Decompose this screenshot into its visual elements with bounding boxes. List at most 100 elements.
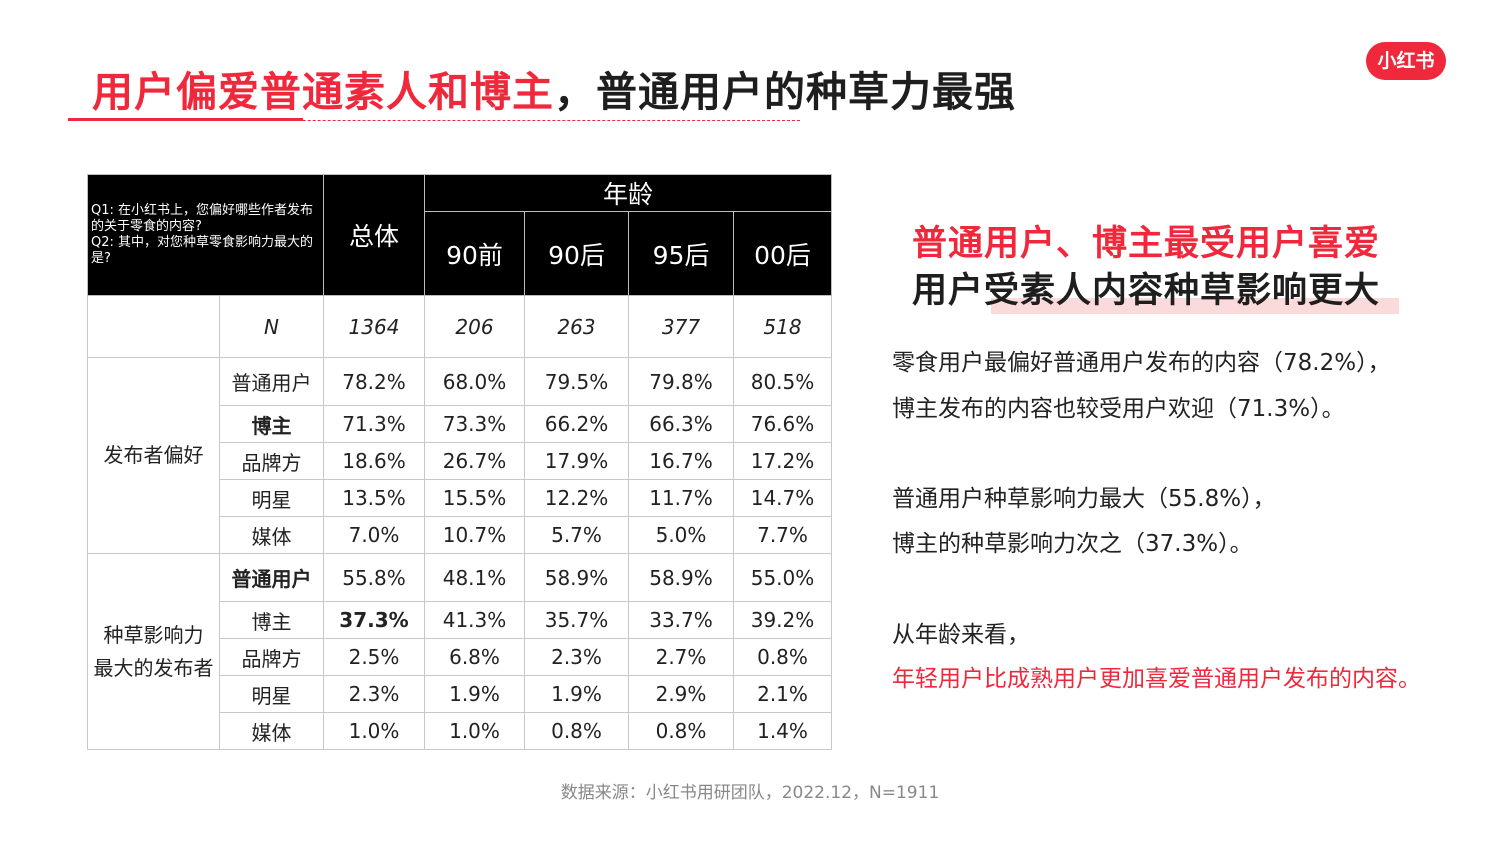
cell-value: 71.3% [323,405,425,443]
cell-value: 5.0% [628,516,734,554]
group-label: 种草影响力 最大的发布者 [87,553,220,750]
table-row: 媒体 1.0% 1.0% 0.8% 0.8% 1.4% [88,712,832,750]
age-col-header: 00后 [733,211,832,296]
page-title: 用户偏爱普通素人和博主，普通用户的种草力最强 [92,58,1016,118]
table-row: 发布者偏好 普通用户 78.2% 68.0% 79.5% 79.8% 80.5% [87,357,832,554]
cell-value: 1.0% [424,712,525,750]
row-label: 媒体 [219,516,324,554]
insight-text: 博主的种草影响力次之（37.3%）。 [892,531,1253,557]
age-header: 年龄 [424,174,832,212]
age-col-header: 95后 [628,211,734,296]
n-label: N [219,295,324,358]
cell-value: 79.5% [524,357,629,406]
n-value: 206 [424,295,525,358]
cell-value: 37.3% [323,601,425,639]
row-label: 品牌方 [219,442,324,480]
cell-value: 76.6% [733,405,832,443]
cell-value: 0.8% [628,712,734,750]
cell-value: 73.3% [424,405,525,443]
table-row: 种草影响力 最大的发布者 普通用户 55.8% 48.1% 58.9% 58.9%… [87,553,832,750]
question-cell: Q1: 在小红书上，您偏好哪些作者发布的关于零食的内容? Q2: 其中，对您种草零… [87,174,324,296]
cell-value: 17.2% [733,442,832,480]
cell-value: 16.7% [628,442,734,480]
cell-value: 79.8% [628,357,734,406]
cell-value: 2.3% [524,638,629,676]
cell-value: 68.0% [424,357,525,406]
table-row: 媒体 7.0% 10.7% 5.7% 5.0% 7.7% [88,516,832,554]
cell-value: 35.7% [524,601,629,639]
cell-value: 1.9% [424,675,525,713]
data-source: 数据来源：小红书用研团队，2022.12，N=1911 [560,783,940,803]
row-label: 明星 [219,479,324,517]
table-row: 明星 13.5% 15.5% 12.2% 11.7% 14.7% [88,479,832,517]
cell-value: 66.3% [628,405,734,443]
cell-value: 7.7% [733,516,832,554]
n-value: 518 [733,295,832,358]
cell-value: 1.0% [323,712,425,750]
cell-value: 17.9% [524,442,629,480]
age-col-header: 90后 [524,211,629,296]
empty-cell [87,295,220,358]
row-label: 媒体 [219,712,324,750]
age-col-header: 90前 [424,211,525,296]
table-row: 品牌方 2.5% 6.8% 2.3% 2.7% 0.8% [88,638,832,676]
insight-text: 普通用户种草影响力最大（55.8%）， [892,486,1276,512]
insight-text: 博主发布的内容也较受用户欢迎（71.3%）。 [892,396,1345,422]
n-value: 1364 [323,295,425,358]
headline-primary: 普通用户、博主最受用户喜爱 [912,224,1381,264]
row-label: 博主 [219,601,324,639]
insight-text: 从年龄来看， [892,622,1030,648]
cell-value: 1.9% [524,675,629,713]
cell-value: 2.3% [323,675,425,713]
headline-secondary: 用户受素人内容种草影响更大 [912,271,1381,311]
cell-value: 78.2% [323,357,425,406]
title-accent-bar [68,118,303,121]
cell-value: 13.5% [323,479,425,517]
cell-value: 2.7% [628,638,734,676]
cell-value: 2.5% [323,638,425,676]
cell-value: 11.7% [628,479,734,517]
cell-value: 12.2% [524,479,629,517]
xiaohongshu-logo: 小红书 [1366,42,1446,80]
cell-value: 7.0% [323,516,425,554]
sample-size-row: N 1364 206 263 377 518 [87,295,832,358]
cell-value: 15.5% [424,479,525,517]
cell-value: 66.2% [524,405,629,443]
cell-value: 26.7% [424,442,525,480]
cell-value: 1.4% [733,712,832,750]
cell-value: 55.0% [733,553,832,602]
row-label: 博主 [219,405,324,443]
row-label: 普通用户 [219,357,324,406]
cell-value: 39.2% [733,601,832,639]
cell-value: 0.8% [524,712,629,750]
cell-value: 10.7% [424,516,525,554]
cell-value: 2.1% [733,675,832,713]
cell-value: 6.8% [424,638,525,676]
insight-highlight: 年轻用户比成熟用户更加喜爱普通用户发布的内容。 [892,666,1421,692]
survey-table: Q1: 在小红书上，您偏好哪些作者发布的关于零食的内容? Q2: 其中，对您种草零… [87,174,832,750]
n-value: 263 [524,295,629,358]
table-row: 博主 37.3% 41.3% 35.7% 33.7% 39.2% [88,601,832,639]
headline-underline [991,298,1399,314]
row-label: 普通用户 [219,553,324,602]
title-rest: ，普通用户的种草力最强 [554,68,1016,116]
cell-value: 80.5% [733,357,832,406]
insight-text: 零食用户最偏好普通用户发布的内容（78.2%）， [892,350,1391,376]
cell-value: 5.7% [524,516,629,554]
row-label: 品牌方 [219,638,324,676]
cell-value: 33.7% [628,601,734,639]
table-row: 博主 71.3% 73.3% 66.2% 66.3% 76.6% [88,405,832,443]
cell-value: 14.7% [733,479,832,517]
total-header: 总体 [323,174,425,296]
cell-value: 48.1% [424,553,525,602]
cell-value: 58.9% [628,553,734,602]
cell-value: 55.8% [323,553,425,602]
cell-value: 58.9% [524,553,629,602]
title-divider [68,120,800,121]
cell-value: 41.3% [424,601,525,639]
cell-value: 2.9% [628,675,734,713]
group-label: 发布者偏好 [87,357,220,554]
title-highlight: 用户偏爱普通素人和博主 [92,68,554,116]
cell-value: 0.8% [733,638,832,676]
row-label: 明星 [219,675,324,713]
